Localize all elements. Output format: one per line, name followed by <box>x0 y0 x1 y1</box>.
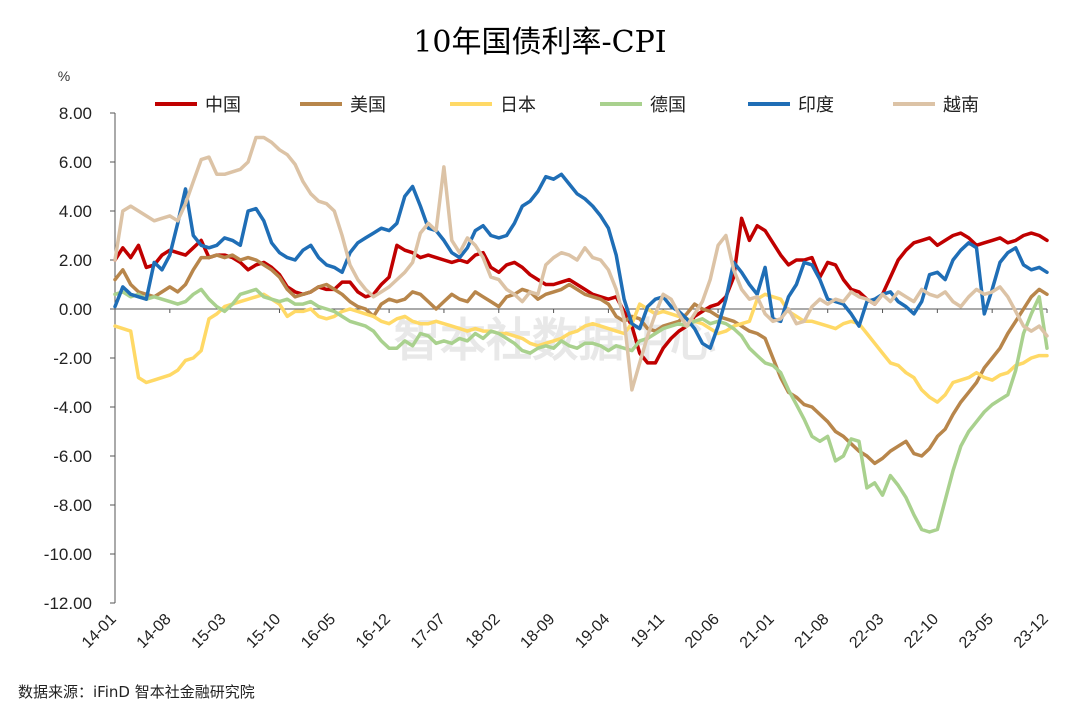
x-tick-label: 17-07 <box>408 611 449 652</box>
y-tick-label: -6.00 <box>53 447 92 466</box>
x-tick-label: 22-03 <box>846 611 887 652</box>
x-tick-label: 14-08 <box>134 611 175 652</box>
chart-title: 10年国债利率-CPI <box>413 25 666 60</box>
series-line-越南 <box>113 135 1049 392</box>
legend-label: 德国 <box>650 95 686 116</box>
y-tick-label: -2.00 <box>53 349 92 368</box>
series-line-美国 <box>113 253 1049 466</box>
y-tick-label: -4.00 <box>53 398 92 417</box>
x-tick-label: 15-03 <box>189 611 230 652</box>
x-tick-label: 22-10 <box>901 611 942 652</box>
x-tick-label: 23-12 <box>1011 611 1052 652</box>
x-tick-label: 21-01 <box>737 611 778 652</box>
y-tick-label: 0.00 <box>59 300 92 319</box>
legend-label: 越南 <box>943 95 979 116</box>
source-note: 数据来源：iFinD 智本社金融研究院 <box>18 683 255 701</box>
y-tick-label: 2.00 <box>59 251 92 270</box>
x-tick-label: 15-10 <box>243 611 284 652</box>
legend-label: 日本 <box>500 95 536 116</box>
legend: 中国 美国 日本 德国 印度 越南 <box>155 95 979 116</box>
x-tick-label: 18-09 <box>517 611 558 652</box>
y-tick-label: 4.00 <box>59 202 92 221</box>
y-axis-unit: % <box>58 68 70 84</box>
legend-label: 印度 <box>798 95 834 116</box>
y-tick-label: -10.00 <box>44 545 92 564</box>
x-tick-label: 18-02 <box>463 611 504 652</box>
legend-label: 美国 <box>350 95 386 116</box>
x-tick-label: 20-06 <box>682 611 723 652</box>
axes: 8.00 6.00 4.00 2.00 0.00 -2.00 -4.00 -6.00 -8.00… <box>44 104 1052 652</box>
x-tick-label: 19-11 <box>628 611 668 651</box>
x-tick-label: 16-12 <box>353 611 394 652</box>
x-tick-label: 16-05 <box>298 611 339 652</box>
y-tick-label: 6.00 <box>59 153 92 172</box>
x-tick-label: 19-04 <box>572 611 613 652</box>
series-line-德国 <box>113 287 1049 534</box>
legend-label: 中国 <box>205 95 241 116</box>
x-tick-label: 21-08 <box>792 611 833 652</box>
x-tick-label: 14-01 <box>79 611 120 652</box>
x-tick-label: 23-05 <box>956 611 997 652</box>
y-tick-label: 8.00 <box>59 104 92 123</box>
series-line-印度 <box>113 172 1049 350</box>
series-layer <box>113 135 1049 534</box>
y-tick-label: -12.00 <box>44 594 92 613</box>
series-line-中国 <box>113 216 1049 365</box>
y-tick-label: -8.00 <box>53 496 92 515</box>
